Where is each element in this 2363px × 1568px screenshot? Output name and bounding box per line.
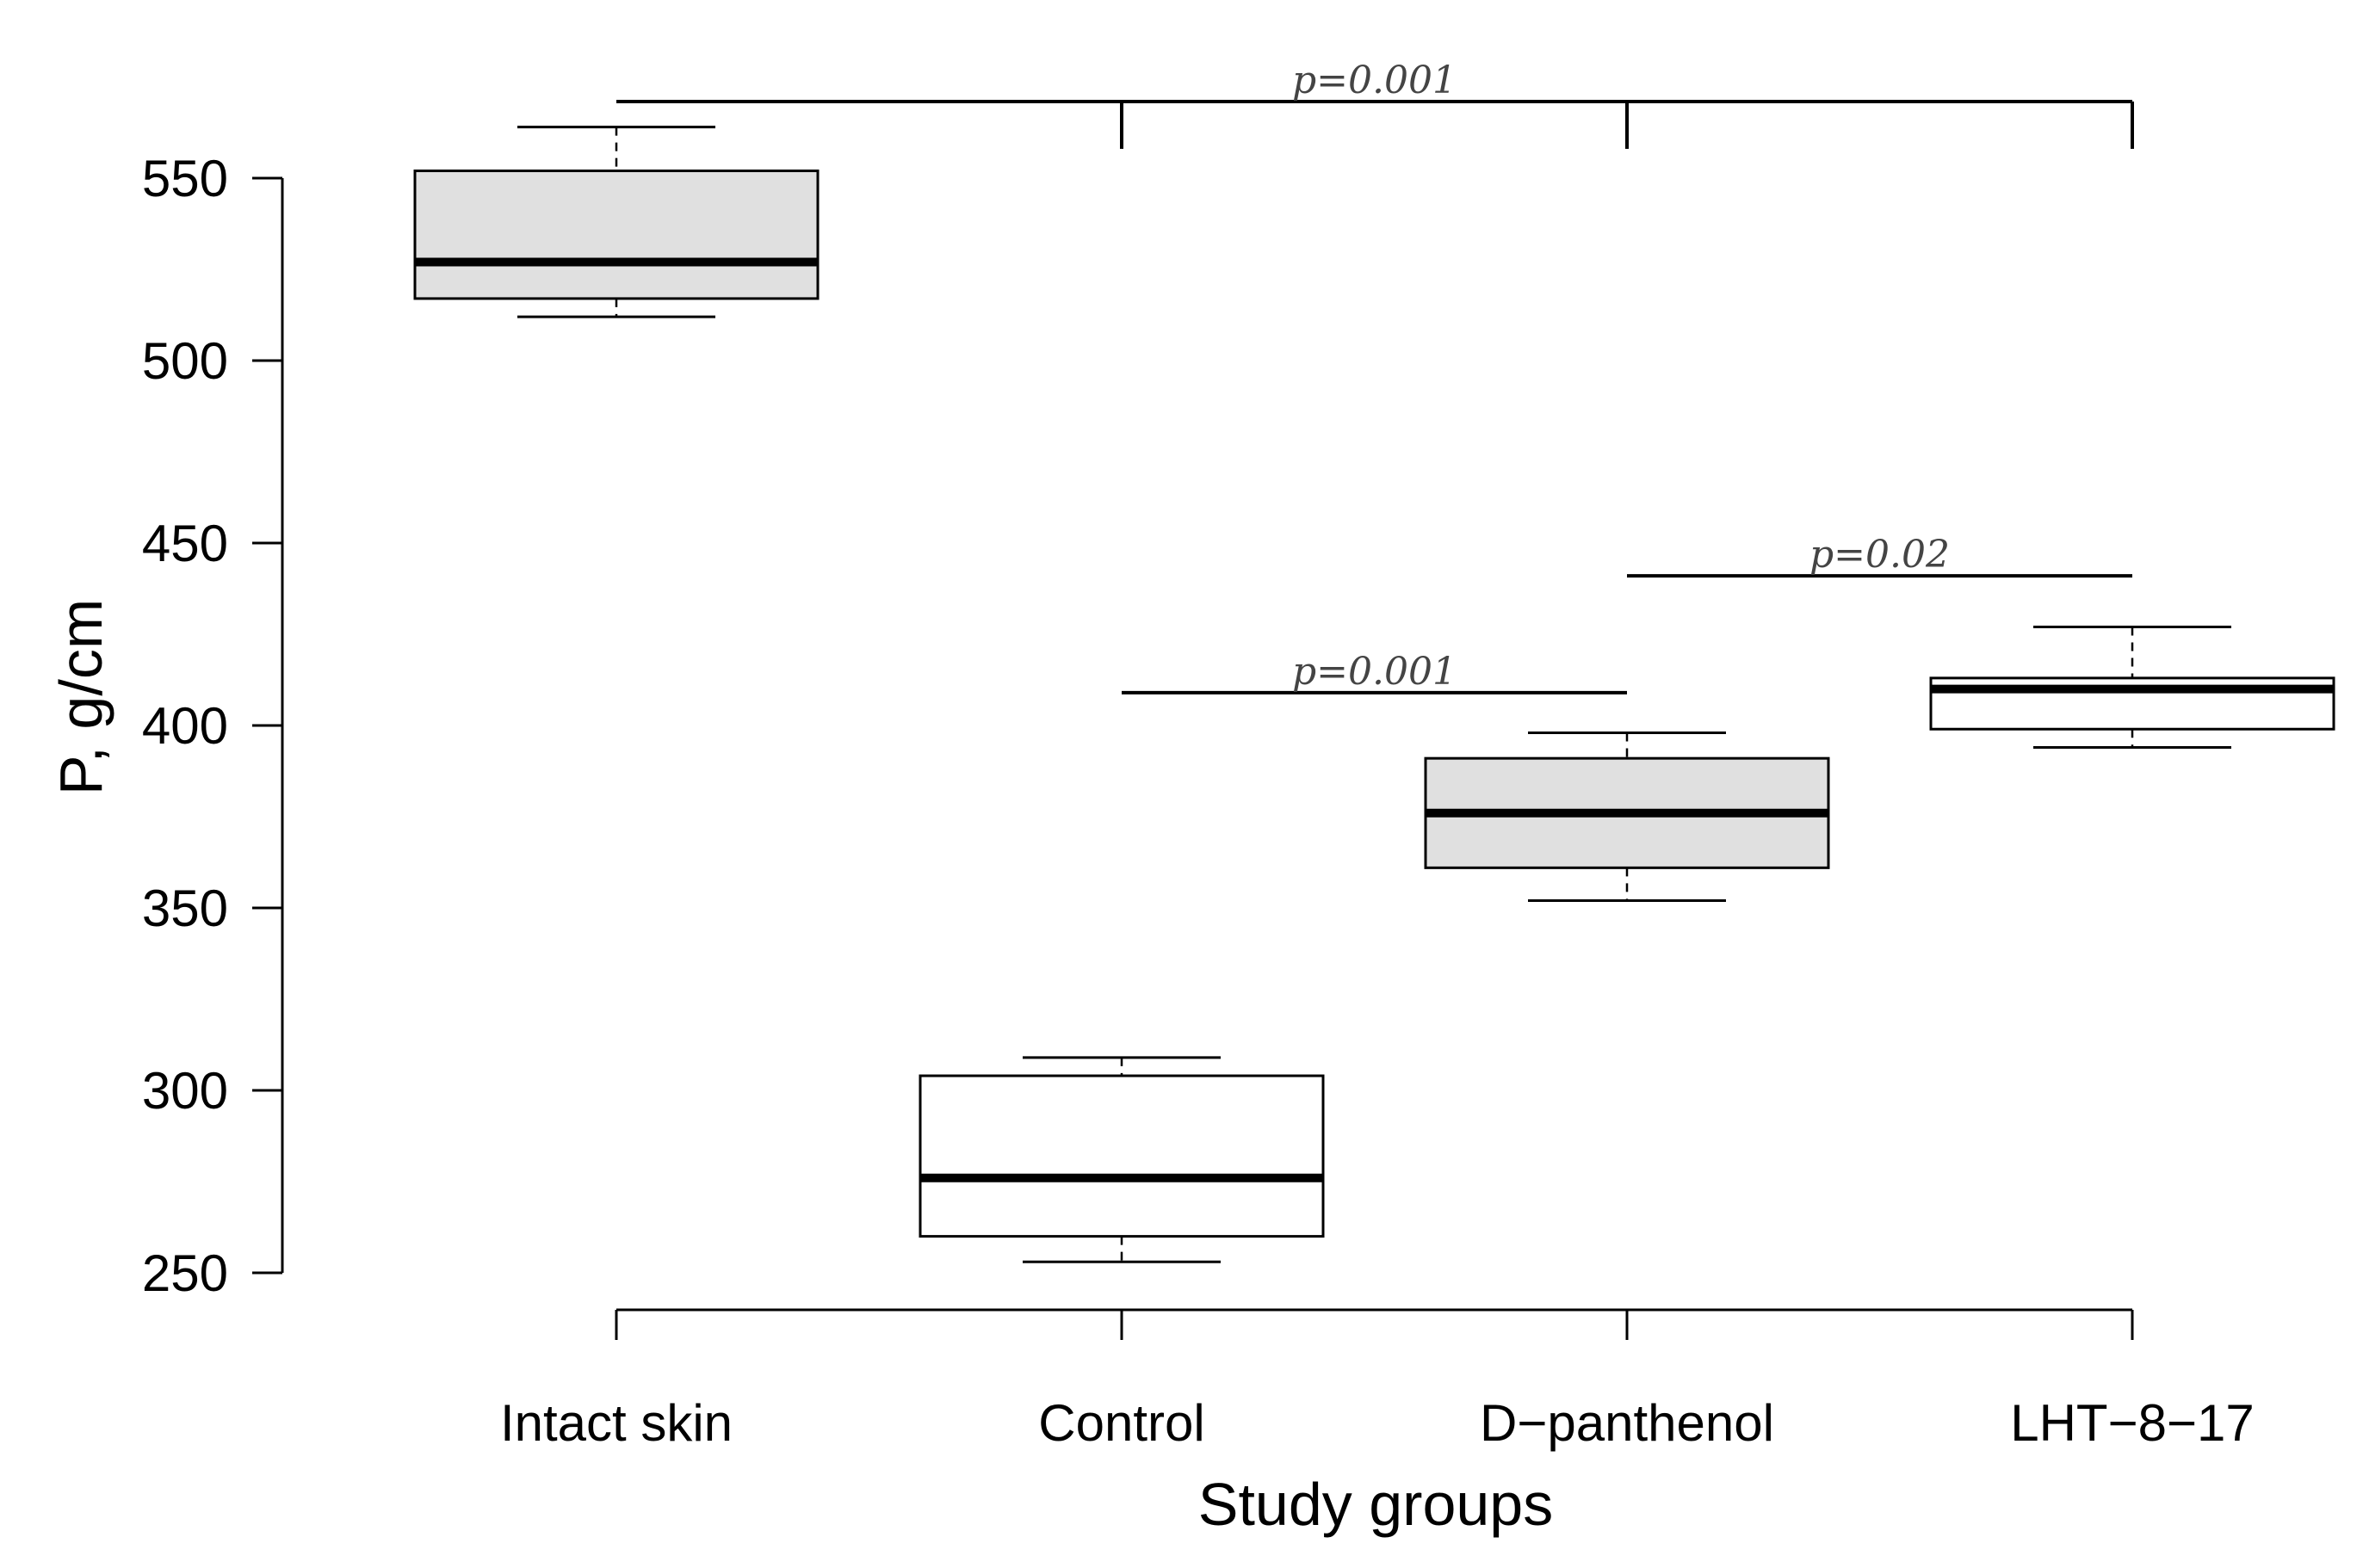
boxes bbox=[413, 126, 2335, 1263]
box-3 bbox=[1424, 731, 1830, 903]
p-value-label: p=0.02 bbox=[1809, 533, 1950, 577]
significance-brackets: p=0.001 p=0.001 p=0.02 bbox=[616, 59, 2134, 694]
comparison-1: p=0.001 bbox=[616, 59, 2134, 149]
y-tick-label: 300 bbox=[142, 1062, 228, 1120]
box-4 bbox=[1929, 626, 2335, 749]
comparison-2: p=0.001 bbox=[1122, 650, 1627, 694]
p-value-label: p=0.001 bbox=[1292, 59, 1457, 102]
y-tick-label: 500 bbox=[142, 332, 228, 390]
y-axis-title: P, g/cm bbox=[47, 599, 114, 795]
x-tick-label: D−panthenol bbox=[1480, 1394, 1774, 1452]
y-axis: 250 300 350 400 450 500 550 bbox=[142, 150, 284, 1302]
x-axis: Intact skin Control D−panthenol LHT−8−17 bbox=[500, 1308, 2255, 1452]
y-tick-label: 350 bbox=[142, 880, 228, 937]
box-2 bbox=[919, 1056, 1325, 1263]
x-tick-label: Control bbox=[1038, 1394, 1204, 1452]
y-tick-label: 450 bbox=[142, 515, 228, 572]
p-value-label: p=0.001 bbox=[1292, 650, 1457, 694]
box-rect bbox=[919, 1074, 1325, 1238]
box-1 bbox=[413, 126, 820, 318]
x-tick-label: Intact skin bbox=[500, 1394, 733, 1452]
y-tick-label: 400 bbox=[142, 697, 228, 755]
box-rect bbox=[413, 170, 820, 300]
y-tick-label: 250 bbox=[142, 1244, 228, 1302]
y-tick-label: 550 bbox=[142, 150, 228, 207]
comparison-3: p=0.02 bbox=[1627, 533, 2132, 578]
x-axis-title: Study groups bbox=[1198, 1471, 1553, 1538]
x-tick-label: LHT−8−17 bbox=[2010, 1394, 2255, 1452]
